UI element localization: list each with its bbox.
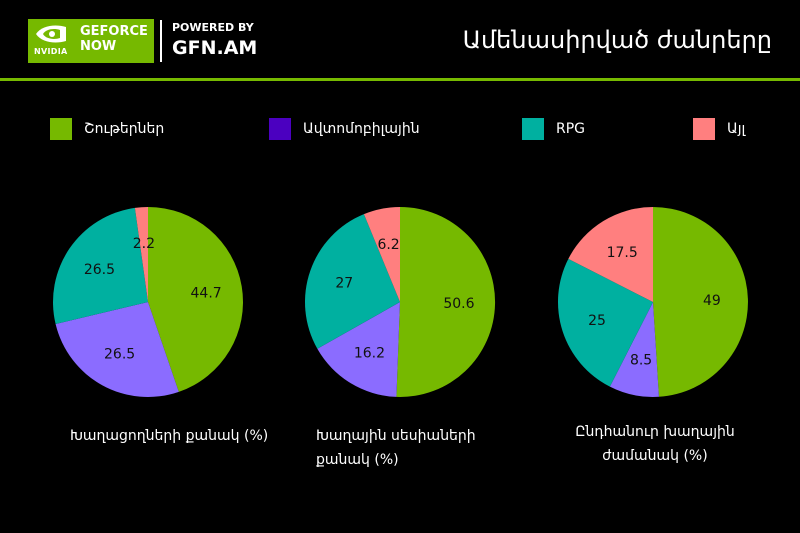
legend-swatch-other xyxy=(693,118,715,140)
legend-item-rpg: RPG xyxy=(522,118,585,140)
pie-1-slice-shooters xyxy=(148,207,244,392)
pie-2-slice-other xyxy=(363,207,400,302)
chart-2-caption: Խաղային սեսիաների քանակ (%) xyxy=(316,428,476,468)
pie-1-slice-racing xyxy=(55,302,179,397)
pie-1-label-rpg: 26.5 xyxy=(84,262,115,278)
pie-1-label-other: 2.2 xyxy=(133,236,155,252)
chart-3-caption: Ընդհանուր խաղային ժամանակ (%) xyxy=(575,424,735,464)
page-title: Ամենասիրված ժանրերը xyxy=(462,26,772,54)
pie-1-label-racing: 26.5 xyxy=(104,347,135,363)
pie-3-label-other: 17.5 xyxy=(607,245,638,261)
nvidia-wordmark: NVIDIA xyxy=(34,47,68,56)
pie-3-label-rpg: 25 xyxy=(588,313,606,329)
powered-by-text: POWERED BY xyxy=(172,21,254,34)
header-divider xyxy=(0,78,800,81)
pie-2-label-racing: 16.2 xyxy=(354,345,385,361)
pie-3-label-shooters: 49 xyxy=(703,293,721,309)
geforce-now-wordmark: GEFORCE NOW xyxy=(80,24,148,54)
legend-swatch-shooters xyxy=(50,118,72,140)
pie-2-slice-rpg xyxy=(304,214,400,349)
pie-3-slice-shooters xyxy=(653,207,748,397)
legend-item-other: Այլ xyxy=(693,118,745,140)
legend-item-racing: Ավտոմոբիլային xyxy=(269,118,420,140)
logo-divider xyxy=(160,20,162,62)
pie-2-slice-racing xyxy=(317,302,400,397)
pie-2-slice-shooters xyxy=(396,206,496,397)
now-line: NOW xyxy=(80,39,117,54)
pie-3-label-racing: 8.5 xyxy=(630,353,652,369)
geforce-line: GEFORCE xyxy=(80,24,148,39)
nvidia-logo: NVIDIA GEFORCE NOW xyxy=(28,19,154,63)
legend-label-rpg: RPG xyxy=(556,121,586,137)
legend-swatch-racing xyxy=(269,118,291,140)
pie-1-slice-rpg xyxy=(53,207,148,325)
pie-2-label-other: 6.2 xyxy=(377,237,399,253)
legend-label-racing: Ավտոմոբիլային xyxy=(303,121,420,137)
nvidia-eye-icon xyxy=(36,25,66,43)
legend-item-shooters: Շութերներ xyxy=(50,118,164,140)
gfn-am-logo: GFN.AM xyxy=(172,37,258,59)
chart-1-caption: Խաղացողների քանակ (%) xyxy=(70,428,269,444)
pie-3-slice-other xyxy=(568,206,653,302)
legend-label-shooters: Շութերներ xyxy=(84,121,165,137)
pie-2-label-shooters: 50.6 xyxy=(443,296,474,312)
pie-3-slice-racing xyxy=(609,302,659,397)
pie-1-slice-other xyxy=(134,207,148,302)
pie-3-slice-rpg xyxy=(557,258,653,387)
pie-2-label-rpg: 27 xyxy=(335,276,353,292)
legend-label-other: Այլ xyxy=(727,121,746,137)
legend-swatch-rpg xyxy=(522,118,544,140)
pie-1-label-shooters: 44.7 xyxy=(191,285,222,301)
